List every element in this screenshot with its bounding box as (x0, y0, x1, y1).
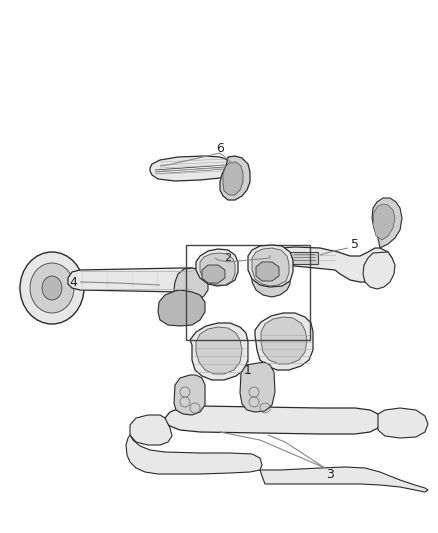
Text: 3: 3 (326, 469, 334, 481)
Polygon shape (248, 245, 293, 287)
Polygon shape (220, 156, 250, 200)
Polygon shape (196, 327, 242, 374)
Polygon shape (240, 362, 275, 412)
Ellipse shape (30, 263, 74, 313)
Polygon shape (223, 162, 243, 195)
Polygon shape (256, 262, 279, 281)
Polygon shape (150, 156, 232, 181)
Polygon shape (265, 247, 392, 282)
Polygon shape (363, 252, 395, 289)
Polygon shape (260, 467, 428, 492)
Polygon shape (158, 290, 205, 326)
Text: 5: 5 (351, 238, 359, 251)
Polygon shape (373, 204, 395, 240)
Polygon shape (202, 265, 225, 283)
Polygon shape (252, 255, 290, 297)
Polygon shape (261, 317, 307, 364)
Polygon shape (174, 375, 205, 415)
Text: 1: 1 (244, 364, 252, 376)
Polygon shape (190, 323, 248, 380)
Bar (186, 245, 310, 340)
Polygon shape (200, 253, 235, 285)
Ellipse shape (20, 252, 84, 324)
Text: 4: 4 (69, 276, 77, 288)
Polygon shape (255, 313, 313, 370)
Ellipse shape (42, 276, 62, 300)
Text: 6: 6 (216, 141, 224, 155)
Polygon shape (126, 435, 262, 474)
Text: 2: 2 (224, 253, 232, 263)
Polygon shape (130, 415, 172, 445)
Polygon shape (68, 268, 204, 292)
Polygon shape (174, 268, 208, 302)
Polygon shape (165, 406, 380, 434)
Polygon shape (378, 408, 428, 438)
Polygon shape (252, 248, 289, 286)
Polygon shape (372, 198, 402, 248)
Polygon shape (290, 252, 318, 264)
Polygon shape (196, 249, 238, 286)
